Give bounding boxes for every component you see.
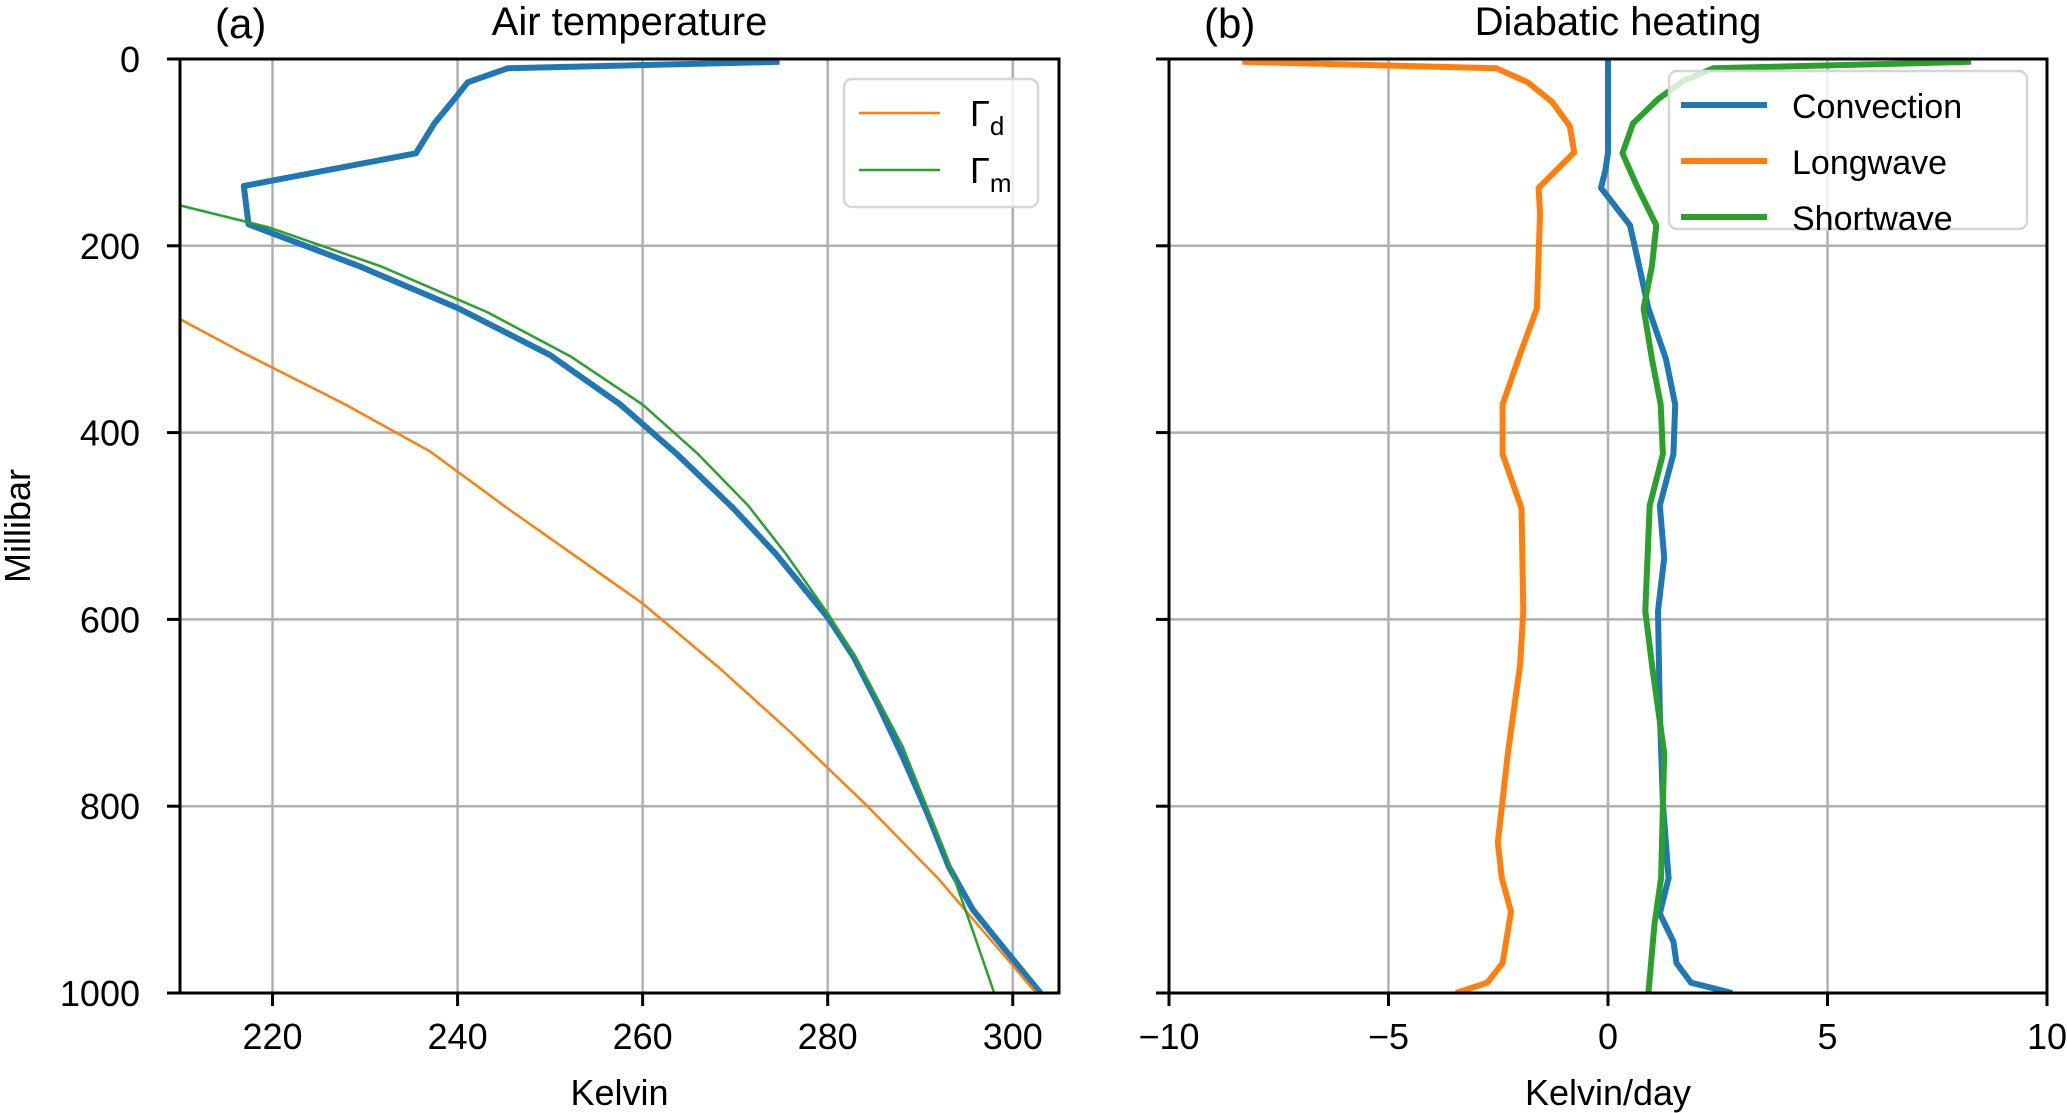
series-line-longwave [1242,59,1578,993]
legend-item: Γm [859,150,1012,198]
x-tick-label: −10 [1138,1016,1199,1057]
legend-label-subscript: d [990,111,1004,141]
y-tick-label: 200 [80,226,140,267]
chart-title: Diabatic heating [1475,0,1762,44]
y-tick-label: 1000 [60,973,140,1014]
x-tick-label: 280 [798,1016,858,1057]
x-tick-label: −5 [1368,1016,1409,1057]
series-line-convection [1598,59,1733,993]
x-tick-label: 300 [983,1016,1043,1057]
axes-frame [178,57,1061,995]
x-tick-label: 10 [2027,1016,2067,1057]
legend-label-subscript: m [990,168,1012,198]
x-axis-label: Kelvin/day [1525,1072,1691,1113]
panel-b: −10 −5 0 5 10 Kelvin/day Diabatic heating (b) Co… [1138,0,2067,1113]
legend-item: Shortwave [1681,200,1953,238]
legend-label: Γm [970,150,1012,198]
x-tick-label: 0 [1598,1016,1618,1057]
panel-label: (b) [1204,0,1255,47]
y-tick-label: 400 [80,413,140,454]
legend-box [1667,69,2029,231]
y-tick-label: 800 [80,786,140,827]
legend-label: Shortwave [1792,200,1953,238]
legend-item: Convection [1681,88,1962,126]
legend-box [842,77,1040,209]
panel-label: (a) [215,0,266,47]
panel-a: 220 240 260 280 300 0 200 400 600 800 1000 Kelvin Mi… [0,0,1061,1113]
legend-label: Convection [1792,88,1962,126]
series-line-gamma-d [180,318,1038,993]
y-tick-label: 0 [120,39,140,80]
x-tick-label: 220 [242,1016,302,1057]
x-tick-label: 5 [1817,1016,1837,1057]
x-tick-label: 240 [428,1016,488,1057]
series-line-shortwave [1619,59,1972,993]
x-tick-label: 260 [613,1016,673,1057]
y-tick-label: 600 [80,599,140,640]
legend-label: Longwave [1792,144,1947,182]
chart-title: Air temperature [492,0,768,44]
y-axis-label: Millibar [0,469,38,583]
legend-item: Longwave [1681,144,1947,182]
x-axis-label: Kelvin [570,1072,668,1113]
series-line-convection [240,59,1043,993]
legend: Convection Longwave Shortwave [1667,69,2029,238]
series-line-gamma-m [180,204,996,993]
